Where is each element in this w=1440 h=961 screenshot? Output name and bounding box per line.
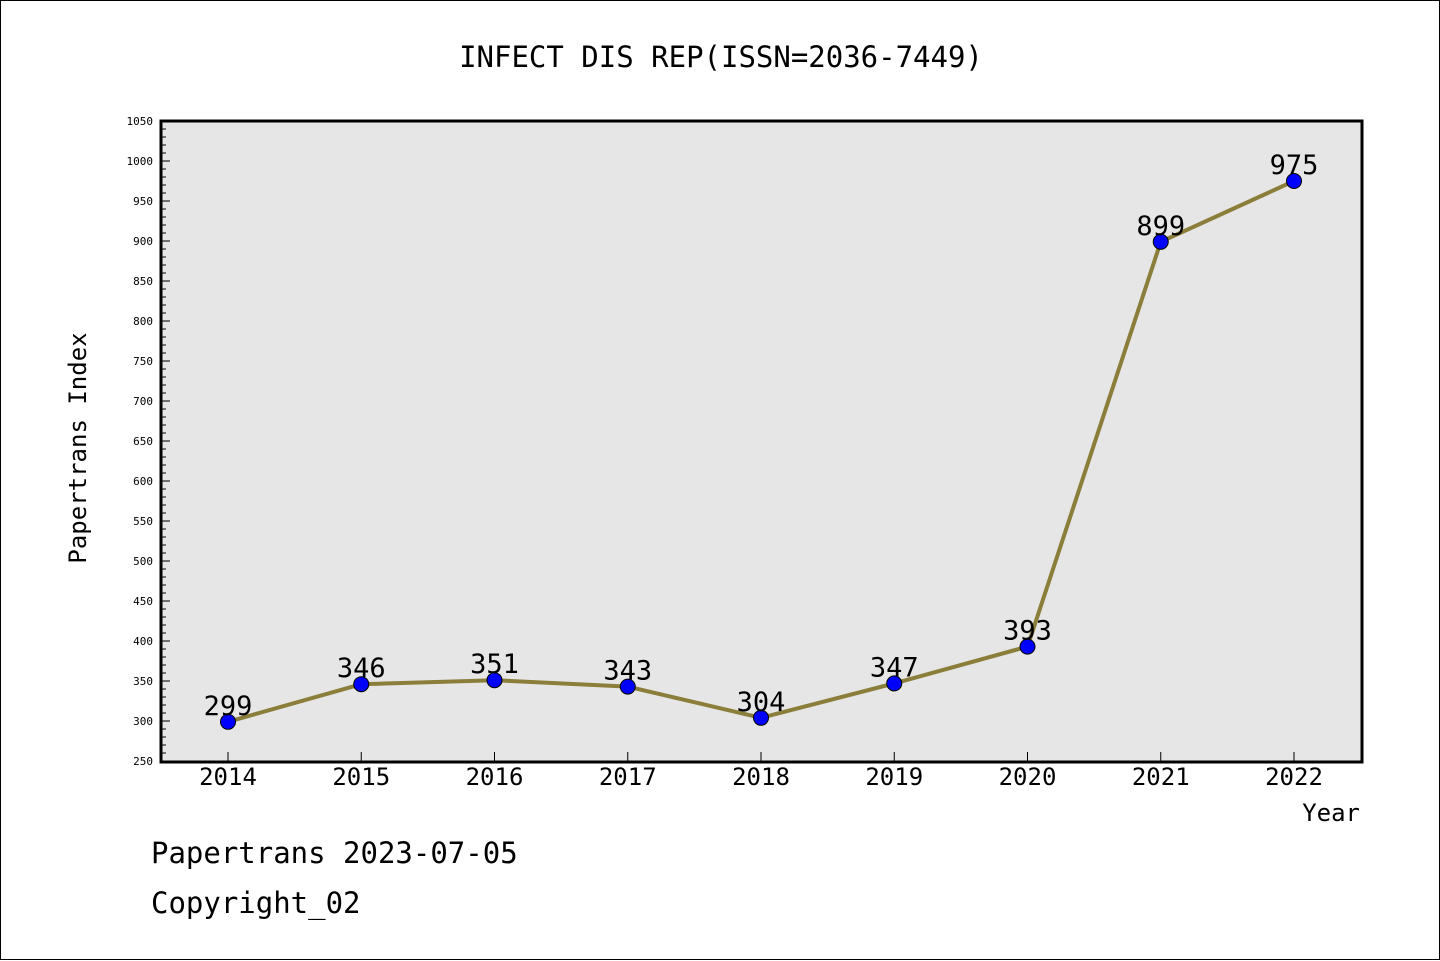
y-tick-label: 950 bbox=[133, 195, 153, 208]
x-axis: 2014 2015 2016 2017 2018 2019 2020 2021 2022 bbox=[199, 752, 1323, 791]
footer-date: Papertrans 2023-07-05 bbox=[151, 836, 518, 870]
y-tick-label: 1000 bbox=[127, 155, 154, 168]
data-label: 899 bbox=[1136, 211, 1185, 242]
y-tick-label: 500 bbox=[133, 555, 153, 568]
x-tick-label: 2022 bbox=[1265, 763, 1323, 791]
y-tick-label: 1050 bbox=[127, 115, 154, 128]
data-label: 347 bbox=[870, 652, 919, 683]
y-tick-label: 650 bbox=[133, 435, 153, 448]
y-tick-label: 800 bbox=[133, 315, 153, 328]
y-tick-label: 350 bbox=[133, 675, 153, 688]
data-label: 393 bbox=[1003, 616, 1052, 647]
data-label: 304 bbox=[737, 687, 786, 718]
x-tick-label: 2021 bbox=[1132, 763, 1190, 791]
y-tick-label: 900 bbox=[133, 235, 153, 248]
footer-copyright: Copyright_02 bbox=[151, 886, 361, 920]
x-tick-label: 2017 bbox=[599, 763, 657, 791]
data-point bbox=[886, 675, 903, 692]
y-tick-label: 600 bbox=[133, 475, 153, 488]
y-tick-label: 300 bbox=[133, 715, 153, 728]
data-label: 351 bbox=[470, 649, 519, 680]
data-point bbox=[619, 678, 636, 695]
x-tick-label: 2018 bbox=[732, 763, 790, 791]
x-axis-label: Year bbox=[1302, 799, 1360, 827]
y-tick-label: 250 bbox=[133, 755, 153, 768]
data-point bbox=[1019, 638, 1036, 655]
chart-title: INFECT DIS REP(ISSN=2036-7449) bbox=[459, 40, 983, 74]
x-tick-label: 2015 bbox=[332, 763, 390, 791]
data-point bbox=[753, 709, 769, 726]
y-tick-label: 550 bbox=[133, 515, 153, 528]
plot-area bbox=[159, 119, 1364, 764]
data-point bbox=[486, 672, 503, 689]
data-label: 343 bbox=[603, 656, 652, 687]
y-axis: 250 300 350 400 450 500 550 600 650 700 750 800 850 9… bbox=[127, 115, 170, 768]
x-tick-label: 2019 bbox=[865, 763, 923, 791]
data-point bbox=[353, 676, 370, 693]
data-label: 975 bbox=[1270, 150, 1319, 181]
data-label: 299 bbox=[204, 691, 253, 722]
x-tick-label: 2014 bbox=[199, 763, 257, 791]
y-tick-label: 450 bbox=[133, 595, 153, 608]
data-label: 346 bbox=[337, 653, 386, 684]
data-series: 299 346 351 343 304 347 393 899 975 bbox=[204, 150, 1319, 730]
data-point bbox=[1152, 233, 1169, 250]
y-tick-label: 850 bbox=[133, 275, 153, 288]
y-tick-label: 400 bbox=[133, 635, 153, 648]
y-tick-label: 700 bbox=[133, 395, 153, 408]
data-point bbox=[220, 713, 236, 730]
x-tick-label: 2020 bbox=[999, 763, 1057, 791]
data-point bbox=[1286, 173, 1302, 189]
y-axis-label: Papertrans Index bbox=[64, 332, 92, 563]
x-tick-label: 2016 bbox=[466, 763, 524, 791]
y-tick-label: 750 bbox=[133, 355, 153, 368]
